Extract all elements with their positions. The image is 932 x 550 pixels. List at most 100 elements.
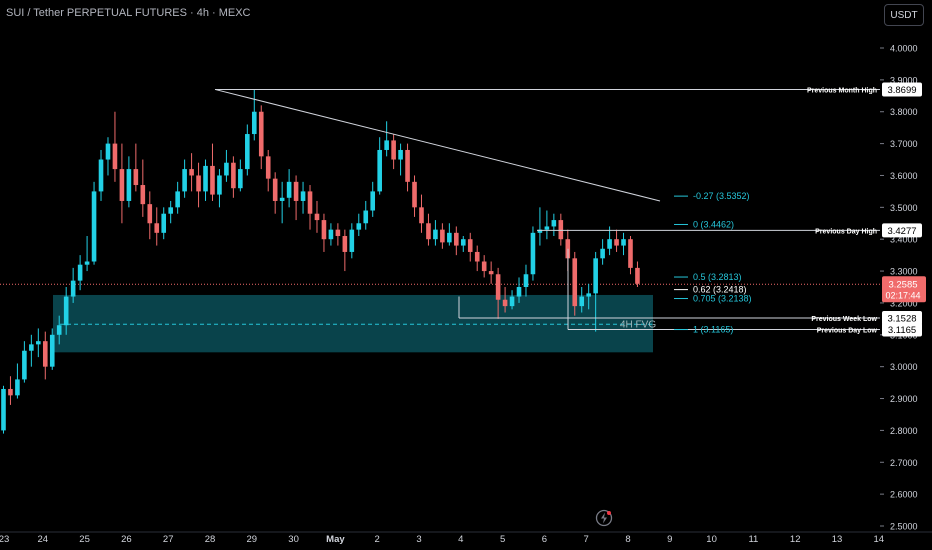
fib-label: 0.705 (3.2138) — [693, 294, 752, 304]
x-tick-label: 4 — [458, 534, 463, 545]
candle — [405, 149, 410, 182]
y-tick-label: 4.0000 — [890, 44, 918, 54]
candle — [140, 185, 146, 205]
currency-button[interactable]: USDT — [884, 4, 924, 26]
candle — [537, 229, 543, 233]
candle — [161, 213, 167, 233]
x-tick-label: 9 — [667, 534, 672, 545]
candle — [530, 232, 536, 275]
candle — [342, 236, 348, 252]
candle — [412, 181, 417, 208]
candle — [586, 293, 591, 297]
candle — [175, 191, 180, 208]
fib-label: 0 (3.4462) — [693, 219, 734, 229]
candle — [36, 341, 41, 345]
level-price-tag — [882, 82, 922, 97]
candle — [224, 162, 229, 176]
candle — [579, 296, 585, 307]
y-tick-label: 3.3000 — [890, 267, 918, 277]
candle — [384, 140, 389, 150]
candle — [168, 207, 173, 214]
candle — [147, 204, 153, 224]
y-tick-label: 3.0000 — [890, 362, 918, 372]
countdown-text: 02:17:44 — [885, 290, 920, 300]
level-label: Previous Day Low — [817, 328, 878, 335]
x-tick-label: 13 — [832, 534, 843, 545]
candle — [1, 388, 6, 431]
candle — [238, 169, 243, 189]
chart-title: SUI / Tether PERPETUAL FUTURES · 4h · ME… — [6, 7, 251, 19]
candle — [516, 287, 522, 297]
candle — [133, 169, 139, 186]
candle — [523, 274, 529, 287]
candle — [544, 226, 550, 230]
x-tick-label: 10 — [706, 534, 717, 545]
candle — [217, 175, 222, 195]
candle — [286, 181, 292, 198]
candle — [600, 248, 605, 259]
candle — [495, 274, 501, 300]
candle — [363, 210, 369, 224]
candle — [433, 229, 438, 240]
candle — [335, 229, 341, 237]
current-price-tag — [882, 276, 926, 303]
candle — [607, 239, 612, 249]
y-tick-label: 3.9000 — [890, 75, 918, 85]
x-tick-label: 26 — [121, 534, 132, 545]
candle — [63, 296, 69, 326]
candle — [119, 169, 125, 201]
candle — [98, 159, 104, 192]
candle — [22, 350, 27, 380]
candle — [182, 169, 187, 192]
candle — [551, 220, 557, 227]
candle — [398, 149, 403, 160]
candle — [279, 197, 285, 201]
candle — [300, 191, 306, 201]
y-tick-label: 3.6000 — [890, 171, 918, 181]
level-price-tag-text: 3.8699 — [887, 85, 916, 96]
candle — [440, 229, 445, 243]
trendline — [214, 88, 661, 202]
candle — [454, 232, 459, 246]
y-tick-label: 2.5000 — [890, 522, 918, 532]
x-tick-label: 27 — [163, 534, 174, 545]
fib-label: 1 (3.1165) — [693, 325, 733, 335]
candle — [328, 229, 334, 240]
candle — [210, 165, 215, 195]
replay-icon[interactable] — [595, 509, 613, 527]
candle — [474, 251, 480, 262]
x-tick-label: 11 — [748, 534, 758, 545]
candle — [321, 220, 327, 240]
candle — [49, 334, 55, 367]
candle — [314, 213, 320, 221]
y-tick-label: 2.9000 — [890, 394, 918, 404]
x-tick-label: 3 — [416, 534, 421, 545]
y-tick-label: 3.8000 — [890, 107, 918, 117]
candle — [558, 220, 564, 240]
x-tick-label: 2 — [375, 534, 380, 545]
y-tick-label: 3.7000 — [890, 139, 918, 149]
candle — [189, 169, 194, 176]
candle — [621, 239, 626, 246]
candle — [231, 162, 236, 189]
y-tick-label: 3.5000 — [890, 203, 918, 213]
candle — [265, 156, 271, 179]
candle — [77, 264, 83, 281]
y-tick-label: 3.4000 — [890, 235, 918, 245]
candle — [70, 280, 76, 297]
candle — [251, 111, 257, 135]
x-tick-label: 28 — [205, 534, 216, 545]
candle — [84, 261, 90, 265]
x-tick-label: 14 — [874, 534, 885, 545]
level-label: Previous Week Low — [811, 316, 877, 323]
candle — [419, 207, 424, 224]
candle — [356, 223, 362, 230]
candle — [426, 223, 431, 240]
candle — [126, 169, 132, 201]
y-tick-label: 3.2000 — [890, 298, 918, 308]
candle — [391, 140, 396, 160]
x-tick-label: 12 — [790, 534, 801, 545]
candle — [593, 258, 598, 294]
